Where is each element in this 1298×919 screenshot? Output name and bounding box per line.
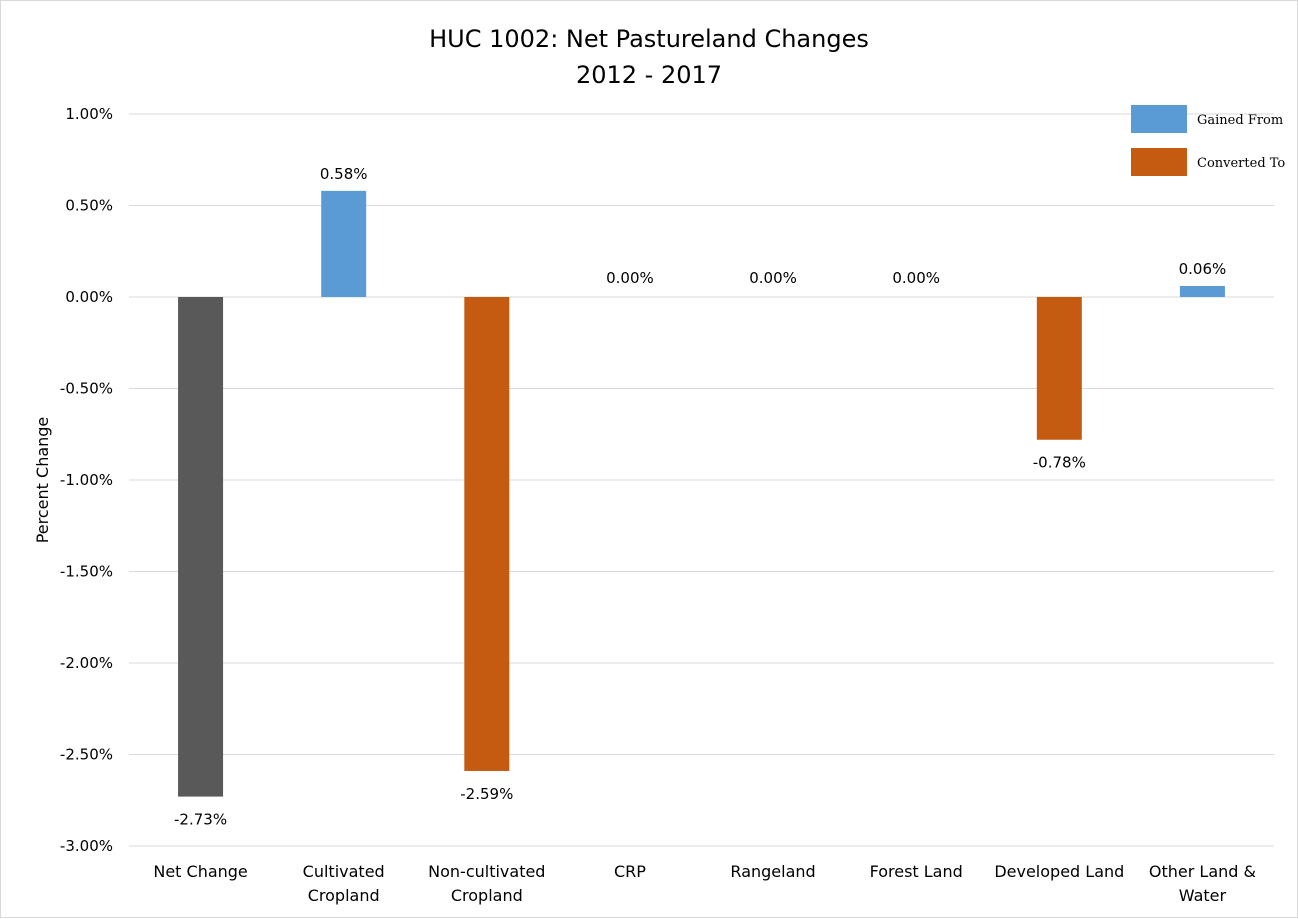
legend-swatch xyxy=(1131,105,1187,133)
legend-swatch xyxy=(1131,148,1187,176)
bar xyxy=(321,190,367,297)
data-label: -0.78% xyxy=(1033,454,1086,472)
data-label: 0.58% xyxy=(320,165,368,183)
x-tick-label: Other Land & xyxy=(1149,862,1256,881)
bar xyxy=(464,297,510,771)
bar xyxy=(1036,297,1082,440)
x-tick-label: Cultivated xyxy=(303,862,385,881)
bar xyxy=(178,297,224,797)
x-tick-label: Net Change xyxy=(153,862,247,881)
data-label: -2.59% xyxy=(460,785,513,803)
y-tick-label: -1.50% xyxy=(60,563,113,581)
x-tick-label: CRP xyxy=(614,862,646,881)
data-label: 0.00% xyxy=(606,269,654,287)
x-tick-label: Forest Land xyxy=(870,862,963,881)
x-tick-label: Non-cultivated xyxy=(428,862,545,881)
y-tick-label: -2.50% xyxy=(60,746,113,764)
data-label: 0.06% xyxy=(1179,260,1227,278)
y-tick-label: -0.50% xyxy=(60,380,113,398)
legend-label: Converted To xyxy=(1197,156,1285,171)
data-label: 0.00% xyxy=(892,269,940,287)
y-tick-label: -2.00% xyxy=(60,654,113,672)
y-tick-label: 0.50% xyxy=(65,197,113,215)
chart-title-line: HUC 1002: Net Pastureland Changes xyxy=(429,25,869,53)
y-tick-label: 0.00% xyxy=(65,288,113,306)
y-tick-label: -3.00% xyxy=(60,837,113,855)
data-label: -2.73% xyxy=(174,811,227,829)
x-tick-label: Cropland xyxy=(451,886,523,905)
data-label: 0.00% xyxy=(749,269,797,287)
x-tick-label: Developed Land xyxy=(994,862,1124,881)
x-tick-label: Cropland xyxy=(308,886,380,905)
legend-label: Gained From xyxy=(1197,113,1283,128)
y-axis-label: Percent Change xyxy=(33,417,52,544)
y-tick-label: 1.00% xyxy=(65,105,113,123)
bar xyxy=(1179,286,1225,297)
x-tick-label: Water xyxy=(1179,886,1227,905)
x-tick-label: Rangeland xyxy=(730,862,815,881)
y-tick-label: -1.00% xyxy=(60,471,113,489)
chart-title-line: 2012 - 2017 xyxy=(576,61,722,89)
